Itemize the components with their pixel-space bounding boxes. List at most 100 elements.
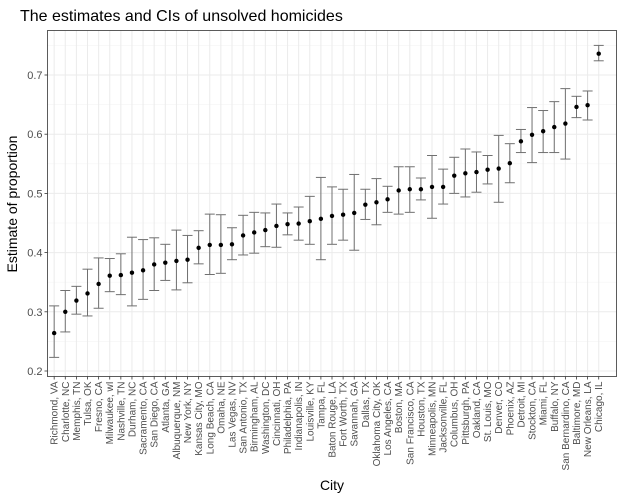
estimate-point	[452, 173, 457, 178]
x-tick-label: Memphis, TN	[72, 382, 83, 441]
x-tick-label: Atlanta, GA	[161, 381, 172, 432]
x-tick-label: Richmond, VA	[50, 381, 61, 445]
estimate-point	[174, 258, 179, 264]
x-tick-label: Chicago, IL	[594, 381, 605, 432]
x-tick-label: Durham, NC	[127, 382, 138, 438]
estimate-point	[418, 187, 424, 192]
x-tick-label: Columbus, OH	[450, 382, 461, 448]
estimate-point	[307, 219, 312, 224]
estimate-point	[118, 272, 124, 278]
x-tick-label: Jacksonville, FL	[439, 381, 450, 453]
estimate-point	[163, 260, 168, 265]
x-tick-label: Houston, TX	[416, 381, 427, 437]
x-tick-label: Savannah, GA	[350, 381, 361, 446]
estimate-point	[518, 139, 524, 144]
estimate-point	[529, 132, 535, 137]
estimate-point	[85, 291, 90, 296]
x-tick-label: Boston, MA	[394, 381, 405, 433]
estimate-point	[429, 184, 435, 190]
x-tick-label: San Bernardino, CA	[561, 381, 572, 470]
estimate-point	[207, 242, 212, 248]
estimate-point	[340, 212, 346, 217]
y-tick-label: 0.5	[27, 188, 42, 200]
estimate-point	[396, 188, 401, 193]
x-tick-label: Denver, CO	[494, 381, 505, 433]
x-tick-label: Dallas, TX	[361, 381, 372, 427]
x-tick-label: Omaha, NE	[216, 381, 227, 434]
x-tick-label: Baton Rouge, LA	[328, 381, 339, 457]
estimate-point	[185, 257, 190, 262]
estimate-point	[352, 210, 357, 216]
x-tick-label: Los Angeles, CA	[383, 381, 394, 455]
x-tick-label: Albuquerque, NM	[172, 382, 183, 460]
x-tick-label: Kansas City, MO	[194, 381, 205, 455]
estimate-point	[563, 121, 568, 126]
x-tick-label: Philadelphia, PA	[283, 381, 294, 454]
x-tick-label: Indianapolis, IN	[294, 382, 305, 451]
x-tick-label: New York, NY	[183, 381, 194, 443]
x-tick-label: Louisville, KY	[305, 381, 316, 441]
estimate-point	[51, 330, 57, 336]
x-tick-label: Charlotte, NC	[61, 382, 72, 443]
estimate-point	[129, 270, 135, 275]
estimate-point	[385, 197, 390, 202]
estimate-point	[440, 184, 446, 190]
estimate-point	[540, 129, 546, 134]
estimate-point	[474, 169, 479, 175]
estimate-point	[74, 298, 79, 303]
x-tick-label: Pittsburgh, PA	[461, 381, 472, 445]
estimate-point	[274, 223, 279, 229]
y-axis: 0.2 0.3 0.4 0.5 0.6 0.7	[27, 70, 48, 378]
estimate-point	[496, 166, 501, 171]
estimate-point	[463, 171, 468, 176]
x-tick-label: Long Beach, CA	[205, 381, 216, 454]
x-tick-label: Las Vegas, NV	[227, 381, 238, 447]
y-tick-label: 0.7	[27, 70, 42, 82]
estimate-point	[229, 242, 235, 247]
x-tick-label: San Francisco, CA	[405, 381, 416, 465]
x-tick-label: San Antonio, TX	[239, 381, 250, 453]
x-axis: Richmond, VA Charlotte, NC Memphis, TN Tuls…	[50, 376, 605, 470]
estimate-point	[196, 245, 201, 251]
estimate-point	[107, 273, 112, 278]
x-tick-label: Milwaukee, wI	[105, 382, 116, 445]
y-axis-title: Estimate of proportion	[4, 136, 20, 273]
x-tick-label: Buffalo, NY	[550, 381, 561, 432]
x-tick-label: Oklahoma City, OK	[372, 381, 383, 466]
x-tick-label: New Orleans, LA	[583, 381, 594, 457]
y-tick-label: 0.3	[27, 307, 42, 319]
estimate-point	[596, 51, 601, 56]
estimate-point	[285, 221, 290, 227]
x-tick-label: Washington, DC	[261, 382, 272, 454]
x-tick-label: Miami, FL	[539, 381, 550, 425]
y-tick-label: 0.6	[27, 129, 42, 141]
x-tick-label: Baltimore, MD	[572, 382, 583, 445]
estimate-point	[318, 216, 324, 222]
estimate-point	[63, 309, 68, 314]
estimate-point	[96, 281, 101, 287]
x-tick-label: Nashville, TN	[116, 382, 127, 441]
x-tick-label: Stockton, CA	[528, 381, 539, 440]
x-axis-title: City	[320, 477, 344, 493]
estimate-point	[263, 227, 268, 233]
estimate-point	[507, 161, 513, 166]
x-tick-label: Fort Worth, TX	[339, 381, 350, 447]
y-tick-label: 0.2	[27, 366, 42, 378]
y-tick-label: 0.4	[27, 248, 42, 260]
estimate-point	[363, 202, 368, 207]
estimate-point	[552, 124, 557, 130]
x-tick-label: Minneapolis, MN	[428, 382, 439, 456]
x-tick-label: Sacramento, CA	[139, 381, 150, 455]
estimate-point	[485, 167, 490, 172]
x-tick-label: St. Louis, MO	[483, 381, 494, 442]
chart-title: The estimates and CIs of unsolved homici…	[20, 8, 343, 25]
x-tick-label: Detroit, MI	[516, 382, 527, 428]
estimate-point	[240, 233, 246, 238]
x-tick-label: Fresno, CA	[94, 381, 105, 432]
estimate-point	[218, 242, 224, 248]
x-tick-label: Tulsa, OK	[83, 381, 94, 425]
estimate-point	[252, 230, 257, 235]
estimate-points	[51, 51, 601, 336]
estimate-point	[140, 268, 146, 273]
